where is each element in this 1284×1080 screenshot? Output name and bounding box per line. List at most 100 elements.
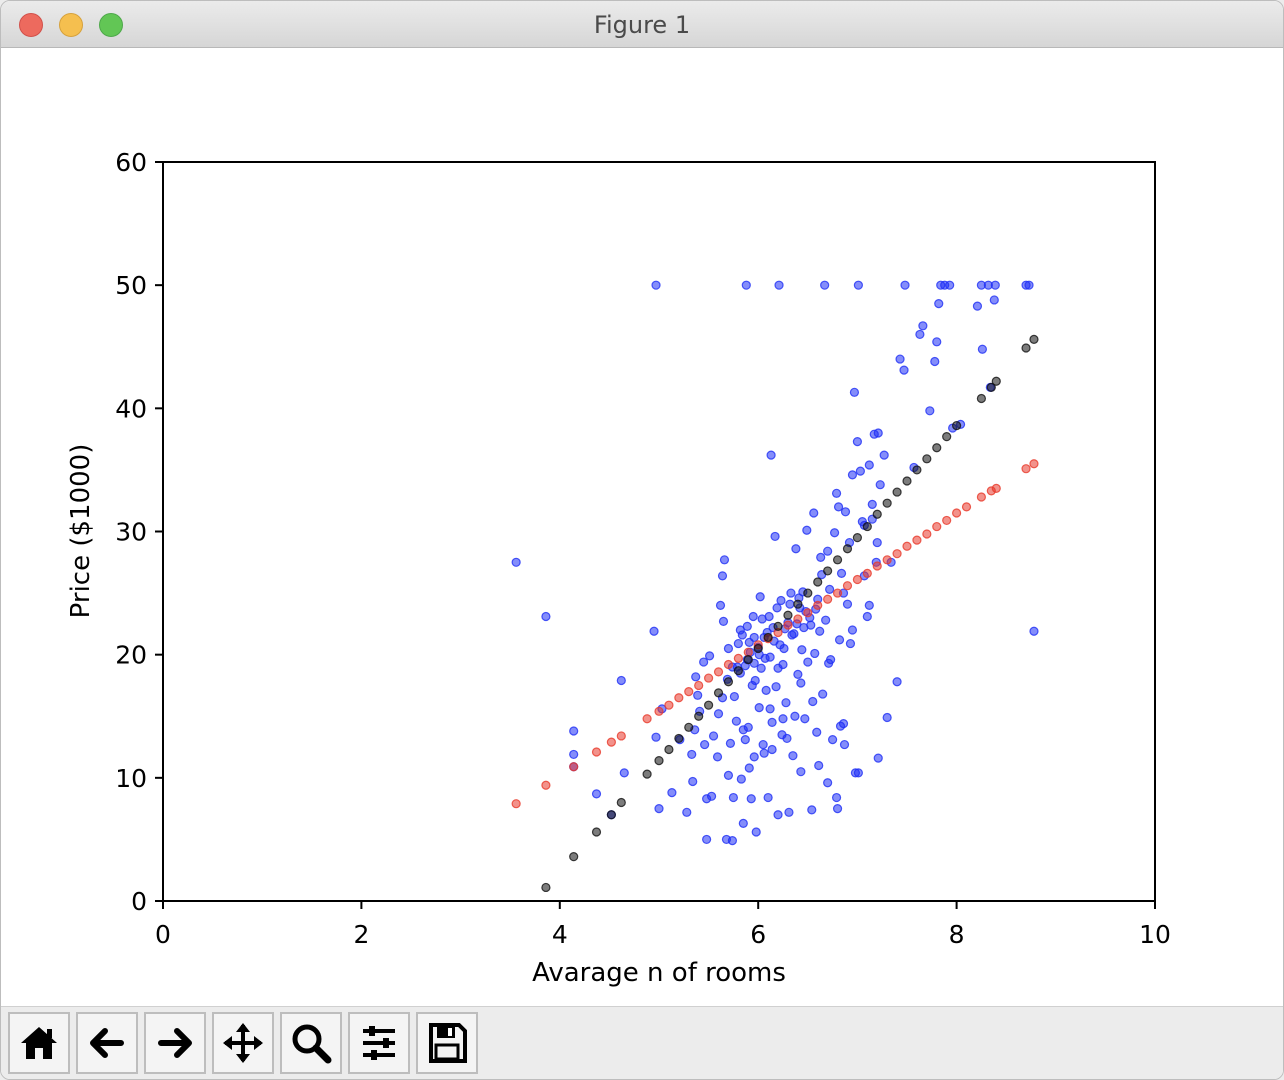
data-point-s0-38 (729, 691, 739, 702)
data-point-s0-190 (873, 753, 883, 763)
data-point-s0-213 (847, 470, 858, 480)
data-point-s0-160 (764, 611, 774, 622)
data-point-s2-32 (912, 465, 922, 475)
data-point-s0-150 (723, 643, 734, 654)
data-point-s0-181 (797, 645, 807, 655)
data-point-s1-33 (912, 535, 922, 545)
data-point-s0-98 (829, 528, 840, 538)
y-tick-label: 60 (115, 148, 147, 177)
data-point-s1-28 (862, 568, 872, 578)
data-point-s0-165 (785, 599, 795, 609)
data-point-s0-188 (835, 721, 846, 731)
x-axis-ticks: 0 2 4 6 8 10 (155, 901, 1171, 949)
forward-button[interactable] (144, 1012, 206, 1074)
data-point-s0-61 (766, 450, 776, 460)
back-button[interactable] (76, 1012, 138, 1074)
arrow-left-icon (90, 1028, 124, 1058)
data-point-s2-16 (753, 643, 763, 654)
data-point-s1-32 (902, 541, 912, 551)
pan-button[interactable] (212, 1012, 274, 1074)
data-point-s0-146 (990, 280, 1000, 290)
data-point-s0-55 (755, 592, 765, 602)
data-point-s0-1 (541, 611, 551, 622)
data-point-s0-107 (847, 625, 858, 635)
data-point-s0-163 (775, 640, 785, 650)
data-point-s0-182 (790, 711, 800, 721)
data-point-s0-205 (824, 658, 834, 668)
data-point-s0-105 (842, 599, 853, 609)
data-point-s0-199 (749, 752, 759, 762)
data-point-s2-11 (703, 700, 714, 710)
data-point-s2-19 (783, 610, 793, 620)
data-point-s2-28 (872, 509, 882, 519)
zoom-button[interactable] (280, 1012, 342, 1074)
data-point-s1-10 (684, 687, 694, 697)
data-point-s0-48 (746, 794, 756, 804)
data-point-s2-20 (793, 599, 803, 609)
data-point-s0-90 (816, 552, 826, 562)
data-point-s2-35 (942, 432, 952, 442)
data-point-s1-8 (664, 700, 674, 710)
data-point-s0-207 (864, 600, 874, 611)
data-point-s1-34 (922, 529, 932, 539)
data-point-s0-173 (815, 626, 825, 636)
y-tick-label: 10 (115, 764, 147, 793)
data-point-s0-3 (569, 749, 579, 760)
data-point-s0-94 (823, 546, 833, 556)
data-point-s1-0 (511, 799, 521, 809)
data-point-s0-21 (693, 690, 703, 700)
data-point-s0-36 (725, 738, 736, 748)
data-point-s0-176 (750, 675, 760, 686)
data-point-s0-67 (776, 595, 786, 606)
data-point-s2-17 (763, 632, 773, 643)
zoom-window-button[interactable] (99, 13, 123, 37)
data-point-s1-11 (694, 680, 704, 691)
data-point-s1-23 (813, 600, 823, 611)
data-point-s2-10 (694, 711, 704, 721)
data-point-s0-99 (831, 488, 842, 498)
data-point-s0-58 (761, 685, 771, 695)
data-point-s0-44 (741, 280, 751, 290)
data-point-s2-1 (569, 852, 579, 862)
data-point-s0-29 (712, 752, 723, 762)
data-point-s0-23 (699, 657, 709, 667)
data-point-s0-117 (867, 499, 877, 510)
data-point-s0-126 (899, 365, 909, 375)
data-point-s2-8 (674, 733, 684, 744)
data-point-s2-41 (1029, 334, 1039, 344)
data-point-s2-38 (986, 382, 996, 392)
data-point-s0-194 (773, 810, 783, 820)
data-point-s1-38 (961, 502, 972, 512)
data-point-s2-34 (932, 443, 942, 453)
home-button[interactable] (8, 1012, 70, 1074)
magnifier-icon (292, 1024, 332, 1064)
x-tick-label: 4 (552, 920, 568, 949)
data-point-s1-37 (951, 508, 962, 518)
y-tick-label: 50 (115, 271, 147, 300)
data-point-s0-16 (682, 807, 692, 817)
y-tick-label: 20 (115, 641, 147, 670)
data-point-s0-189 (839, 739, 850, 750)
data-points (511, 280, 1039, 893)
data-point-s1-31 (892, 549, 902, 559)
data-point-s0-8 (619, 768, 629, 778)
subplots-button[interactable] (348, 1012, 410, 1074)
data-point-s1-24 (823, 594, 833, 604)
minimize-window-button[interactable] (59, 13, 83, 37)
data-point-s0-212 (833, 502, 844, 512)
data-point-s0-187 (812, 727, 822, 737)
data-point-s0-93 (821, 615, 831, 625)
data-point-s0-7 (616, 675, 626, 686)
data-point-s2-26 (852, 533, 863, 543)
data-point-s2-29 (882, 498, 892, 508)
save-button[interactable] (416, 1012, 478, 1074)
data-point-s1-22 (803, 608, 813, 618)
data-point-s0-28 (708, 731, 719, 741)
data-point-s0-64 (770, 531, 780, 542)
data-point-s0-191 (853, 768, 863, 778)
data-point-s1-39 (976, 492, 987, 502)
close-window-button[interactable] (19, 13, 43, 37)
data-point-s0-86 (809, 508, 819, 518)
plot-frame (162, 161, 1156, 902)
data-point-s1-1 (541, 780, 551, 790)
